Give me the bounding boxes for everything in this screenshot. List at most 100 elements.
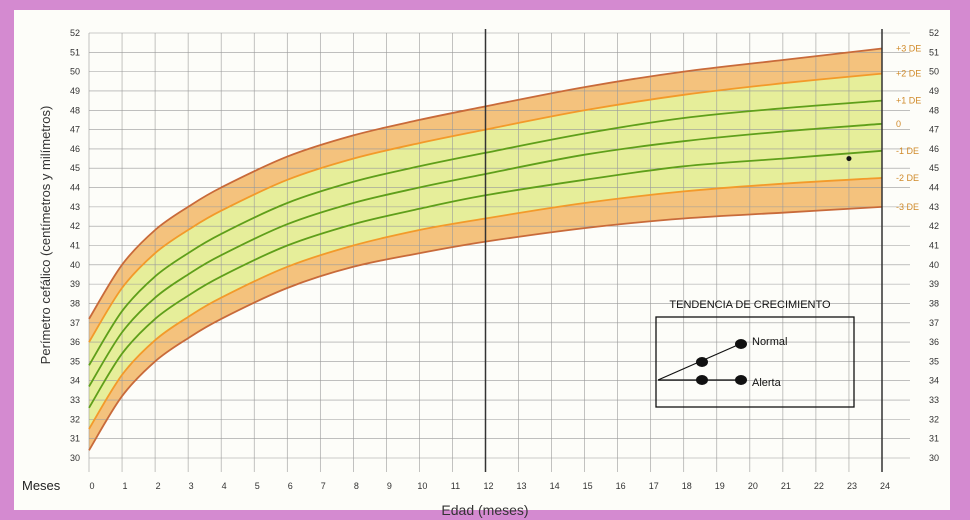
y-tick-label-right: 42 [929,221,939,231]
data-point [846,156,852,162]
y-tick-label-right: 38 [929,298,939,308]
y-tick-label-right: 48 [929,105,939,115]
y-tick-label-right: 47 [929,125,939,135]
y-tick-label-right: 33 [929,395,939,405]
y-tick-label-left: 42 [70,221,80,231]
y-tick-label-right: 30 [929,453,939,463]
y-tick-label-left: 44 [70,183,80,193]
legend-alert-label: Alerta [752,377,782,389]
x-tick-label: 24 [880,481,890,491]
growth-curves [88,47,883,451]
y-tick-label-right: 40 [929,260,939,270]
y-tick-label-right: 37 [929,318,939,328]
y-tick-label-right: 51 [929,47,939,57]
y-tick-label-right: 39 [929,279,939,289]
y-tick-label-right: 36 [929,337,939,347]
y-tick-label-right: 49 [929,86,939,96]
growth-trend-legend: TENDENCIA DE CRECIMIENTO Normal Alerta [655,299,855,408]
curve-label: -3 DE [896,202,919,212]
x-tick-label: 8 [354,481,359,491]
x-tick-label: 14 [550,481,560,491]
y-tick-label-left: 36 [70,337,80,347]
x-tick-label: 7 [321,481,326,491]
growth-curve [88,149,883,409]
x-tick-label: 0 [89,481,94,491]
y-tick-label-right: 50 [929,67,939,77]
x-tick-label: 1 [123,481,128,491]
x-tick-label: 9 [387,481,392,491]
x-axis-ticks: 0 1 2 3 4 5 6 7 8 9 10 11 12 13 14 15 16 17 18 19 20 21 22 23 24 [89,481,890,491]
curve-label: 0 [896,119,901,129]
x-tick-label: 15 [583,481,593,491]
x-prefix-label: Meses [22,478,61,493]
x-tick-label: 5 [255,481,260,491]
x-tick-label: 20 [748,481,758,491]
y-tick-label-left: 40 [70,260,80,270]
y-tick-label-left: 32 [70,414,80,424]
x-tick-label: 13 [517,481,527,491]
y-tick-label-right: 31 [929,434,939,444]
y-tick-label-left: 47 [70,125,80,135]
y-tick-label-left: 41 [70,241,80,251]
y-tick-label-right: 32 [929,414,939,424]
y-tick-label-left: 46 [70,144,80,154]
x-tick-label: 11 [451,481,460,491]
y-axis-label: Perímetro cefálico (centímetros y milíme… [38,106,53,365]
x-tick-label: 21 [781,481,791,491]
y-tick-label-right: 41 [929,241,939,251]
y-tick-label-left: 35 [70,356,80,366]
y-tick-label-left: 49 [70,86,80,96]
y-tick-label-left: 45 [70,163,80,173]
growth-curve [88,47,883,320]
curve-label: +1 DE [896,96,921,106]
y-tick-label-left: 48 [70,105,80,115]
y-tick-label-right: 44 [929,183,939,193]
curve-label: -1 DE [896,146,919,156]
y-tick-label-left: 51 [70,47,80,57]
x-tick-label: 3 [189,481,194,491]
x-axis-label: Edad (meses) [441,502,528,518]
y-tick-label-left: 33 [70,395,80,405]
x-tick-label: 17 [649,481,659,491]
growth-curve [88,206,883,451]
legend-box [655,316,855,408]
y-axis-right-ticks: 30 31 32 33 34 35 36 37 38 39 40 41 42 43 44 45 46 47 48 49… [929,28,939,463]
legend-dot [735,375,747,385]
x-tick-label: 16 [616,481,626,491]
y-tick-label-left: 39 [70,279,80,289]
y-tick-label-right: 35 [929,356,939,366]
legend-dot [735,339,747,349]
growth-curve [88,177,883,430]
y-tick-label-left: 31 [70,434,80,444]
y-tick-label-left: 37 [70,318,80,328]
y-tick-label-right: 52 [929,28,939,38]
x-tick-label: 6 [288,481,293,491]
growth-curve [88,72,883,343]
x-tick-label: 10 [417,481,427,491]
x-tick-label: 19 [715,481,725,491]
y-tick-label-right: 46 [929,144,939,154]
y-tick-label-right: 45 [929,163,939,173]
legend-dot [696,357,708,367]
y-tick-label-left: 38 [70,298,80,308]
y-tick-label-left: 52 [70,28,80,38]
y-tick-label-right: 43 [929,202,939,212]
legend-title: TENDENCIA DE CRECIMIENTO [669,299,831,311]
curve-label: +3 DE [896,43,921,53]
y-axis-left-ticks: 30 31 32 33 34 35 36 37 38 39 40 41 42 43 44 45 46 47 48 49… [70,28,80,463]
legend-dot [696,375,708,385]
curve-label: -2 DE [896,173,919,183]
x-tick-label: 22 [814,481,824,491]
growth-curve [88,122,883,387]
growth-curve [88,99,883,366]
curve-labels: +3 DE +2 DE +1 DE 0 -1 DE -2 DE -3 DE [896,43,921,211]
x-tick-label: 12 [483,481,493,491]
y-tick-label-left: 30 [70,453,80,463]
y-tick-label-left: 50 [70,67,80,77]
y-tick-label-right: 34 [929,376,939,386]
y-tick-label-left: 34 [70,376,80,386]
y-tick-label-left: 43 [70,202,80,212]
curve-label: +2 DE [896,69,921,79]
